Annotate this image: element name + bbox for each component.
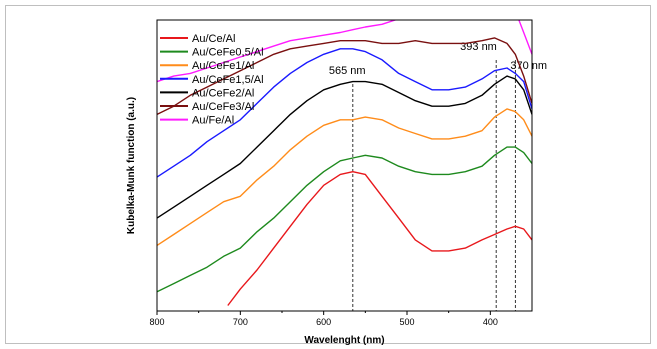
legend-label-6: Au/Fe/Al xyxy=(192,115,234,127)
legend-label-4: Au/CeFe2/Al xyxy=(192,87,254,99)
annotation-label-565: 565 nm xyxy=(329,65,366,77)
x-tick-label-600: 600 xyxy=(316,317,331,327)
legend-label-3: Au/CeFe1,5/Al xyxy=(192,74,264,86)
x-tick-label-400: 400 xyxy=(483,317,498,327)
legend-label-0: Au/Ce/Al xyxy=(192,33,235,45)
series-line-3 xyxy=(157,48,532,178)
series-line-1 xyxy=(157,146,532,293)
series-line-2 xyxy=(157,108,532,246)
x-tick-label-800: 800 xyxy=(149,317,164,327)
annotation-label-370: 370 nm xyxy=(510,60,547,72)
x-axis-title: Wavelenght (nm) xyxy=(304,335,384,346)
legend-label-2: Au/CeFe1/Al xyxy=(192,60,254,72)
chart-frame xyxy=(5,5,651,344)
series-line-0 xyxy=(227,170,532,306)
x-tick-label-700: 700 xyxy=(233,317,248,327)
y-axis-title: Kubelka-Munk function (a.u.) xyxy=(126,97,137,234)
axes-layer: 800 700 600 500 400 xyxy=(149,19,533,327)
series-line-5 xyxy=(157,37,532,116)
annotation-layer: 565 nm 393 nm 370 nm xyxy=(329,41,547,311)
series-layer xyxy=(157,20,532,306)
series-line-4 xyxy=(157,75,532,219)
x-tick-label-500: 500 xyxy=(399,317,414,327)
axes-box xyxy=(156,19,533,312)
legend-label-1: Au/CeFe0,5/Al xyxy=(192,47,264,59)
legend-label-5: Au/CeFe3/Al xyxy=(192,101,254,113)
annotation-label-393: 393 nm xyxy=(460,41,497,53)
series-line-6 xyxy=(157,20,532,83)
